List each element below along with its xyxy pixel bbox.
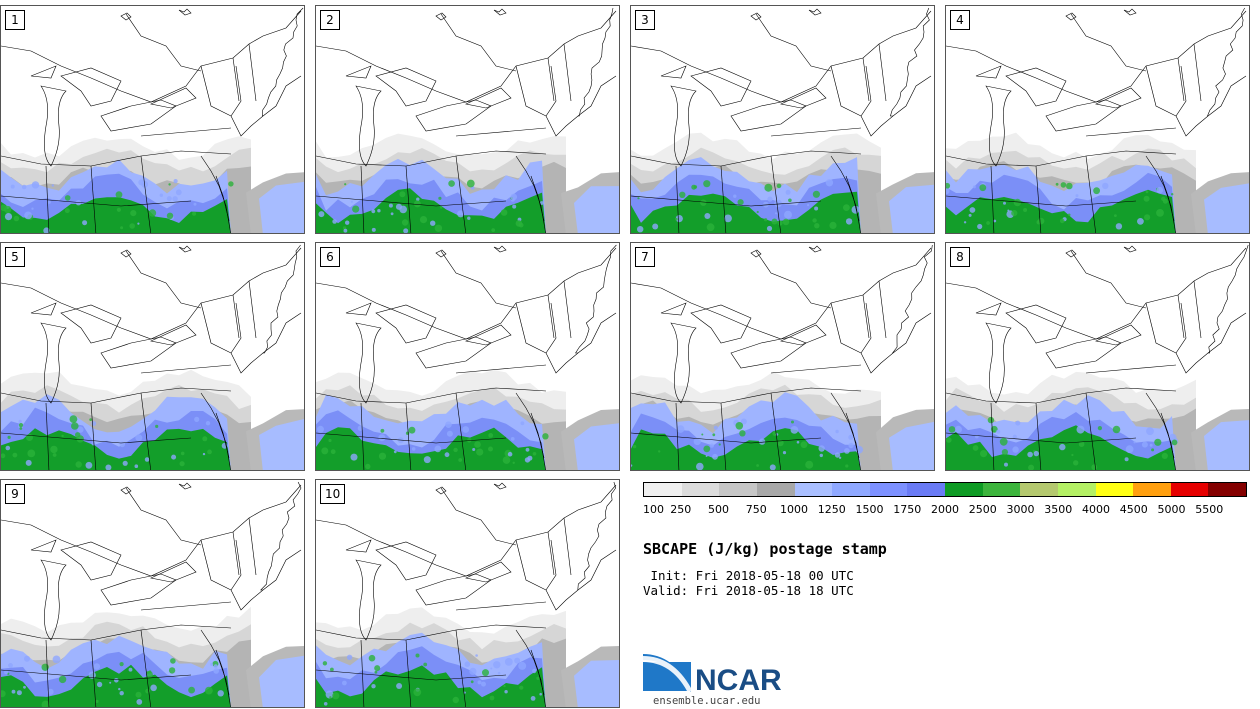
ensemble-member-panel[interactable]: 8 xyxy=(945,242,1250,471)
member-number-label: 2 xyxy=(320,10,340,30)
sbcape-map xyxy=(631,7,934,233)
sbcape-map xyxy=(1,7,304,233)
ensemble-member-panel[interactable]: 2 xyxy=(315,5,620,234)
colorbar-swatch xyxy=(869,483,908,496)
colorbar-swatch xyxy=(794,483,833,496)
colorbar-tick: 100 xyxy=(643,503,664,516)
colorbar-swatch xyxy=(1057,483,1096,496)
member-number-label: 4 xyxy=(950,10,970,30)
colorbar-swatch xyxy=(1133,483,1171,496)
colorbar-swatch xyxy=(907,483,945,496)
sbcape-map xyxy=(1,244,304,470)
colorbar-swatch xyxy=(719,483,757,496)
init-time: Init: Fri 2018-05-18 00 UTC xyxy=(643,568,854,583)
member-number-label: 7 xyxy=(635,247,655,267)
ncar-logo[interactable]: NCAR xyxy=(643,652,793,696)
colorbar-tick: 2000 xyxy=(931,503,959,516)
logo-text: NCAR xyxy=(695,664,782,696)
colorbar-swatch xyxy=(982,483,1021,496)
colorbar-tick: 1250 xyxy=(817,503,846,516)
colorbar-tick: 3500 xyxy=(1044,503,1073,516)
sbcape-colorbar xyxy=(643,482,1247,497)
ensemble-member-panel[interactable]: 10 xyxy=(315,479,620,708)
colorbar-tick: 250 xyxy=(670,503,692,516)
sbcape-map xyxy=(316,7,619,233)
member-number-label: 3 xyxy=(635,10,655,30)
colorbar-tick: 4500 xyxy=(1119,503,1148,516)
member-number-label: 10 xyxy=(320,484,346,504)
logo-arc xyxy=(643,656,691,691)
colorbar-swatch xyxy=(681,483,720,496)
colorbar-tick: 4000 xyxy=(1082,503,1110,516)
sbcape-map xyxy=(946,7,1249,233)
colorbar-swatch xyxy=(1095,483,1134,496)
sbcape-map xyxy=(316,481,619,707)
member-number-label: 1 xyxy=(5,10,25,30)
member-number-label: 9 xyxy=(5,484,25,504)
colorbar-swatch xyxy=(644,483,682,496)
colorbar-tick: 1750 xyxy=(893,503,922,516)
colorbar-tick: 2500 xyxy=(968,503,997,516)
colorbar-swatch xyxy=(832,483,870,496)
sbcape-map xyxy=(946,244,1249,470)
colorbar-tick-labels: 100 250 500 750 1000 1250 1500 1750 2000 2500 3000… xyxy=(643,503,1247,517)
ensemble-member-panel[interactable]: 7 xyxy=(630,242,935,471)
ensemble-member-panel[interactable]: 3 xyxy=(630,5,935,234)
product-title: SBCAPE (J/kg) postage stamp xyxy=(643,540,887,558)
colorbar-tick: 3000 xyxy=(1006,503,1035,516)
colorbar-tick: 5000 xyxy=(1157,503,1186,516)
member-number-label: 6 xyxy=(320,247,340,267)
ensemble-member-panel[interactable]: 5 xyxy=(0,242,305,471)
member-number-label: 5 xyxy=(5,247,25,267)
colorbar-swatch xyxy=(756,483,795,496)
valid-time: Valid: Fri 2018-05-18 18 UTC xyxy=(643,583,854,598)
logo-url[interactable]: ensemble.ucar.edu xyxy=(653,695,761,707)
sbcape-map xyxy=(316,244,619,470)
colorbar-tick: 5500 xyxy=(1195,503,1224,516)
colorbar-swatch xyxy=(945,483,983,496)
ensemble-member-panel[interactable]: 1 xyxy=(0,5,305,234)
colorbar-tick: 1000 xyxy=(780,503,808,516)
colorbar-swatch xyxy=(1208,483,1246,496)
colorbar-swatch xyxy=(1020,483,1058,496)
colorbar-tick: 1500 xyxy=(855,503,884,516)
colorbar-tick: 500 xyxy=(708,503,729,516)
colorbar-swatch xyxy=(1170,483,1209,496)
sbcape-map xyxy=(631,244,934,470)
sbcape-map xyxy=(1,481,304,707)
member-number-label: 8 xyxy=(950,247,970,267)
ensemble-member-panel[interactable]: 6 xyxy=(315,242,620,471)
ensemble-member-panel[interactable]: 4 xyxy=(945,5,1250,234)
colorbar-tick: 750 xyxy=(745,503,767,516)
ensemble-member-panel[interactable]: 9 xyxy=(0,479,305,708)
